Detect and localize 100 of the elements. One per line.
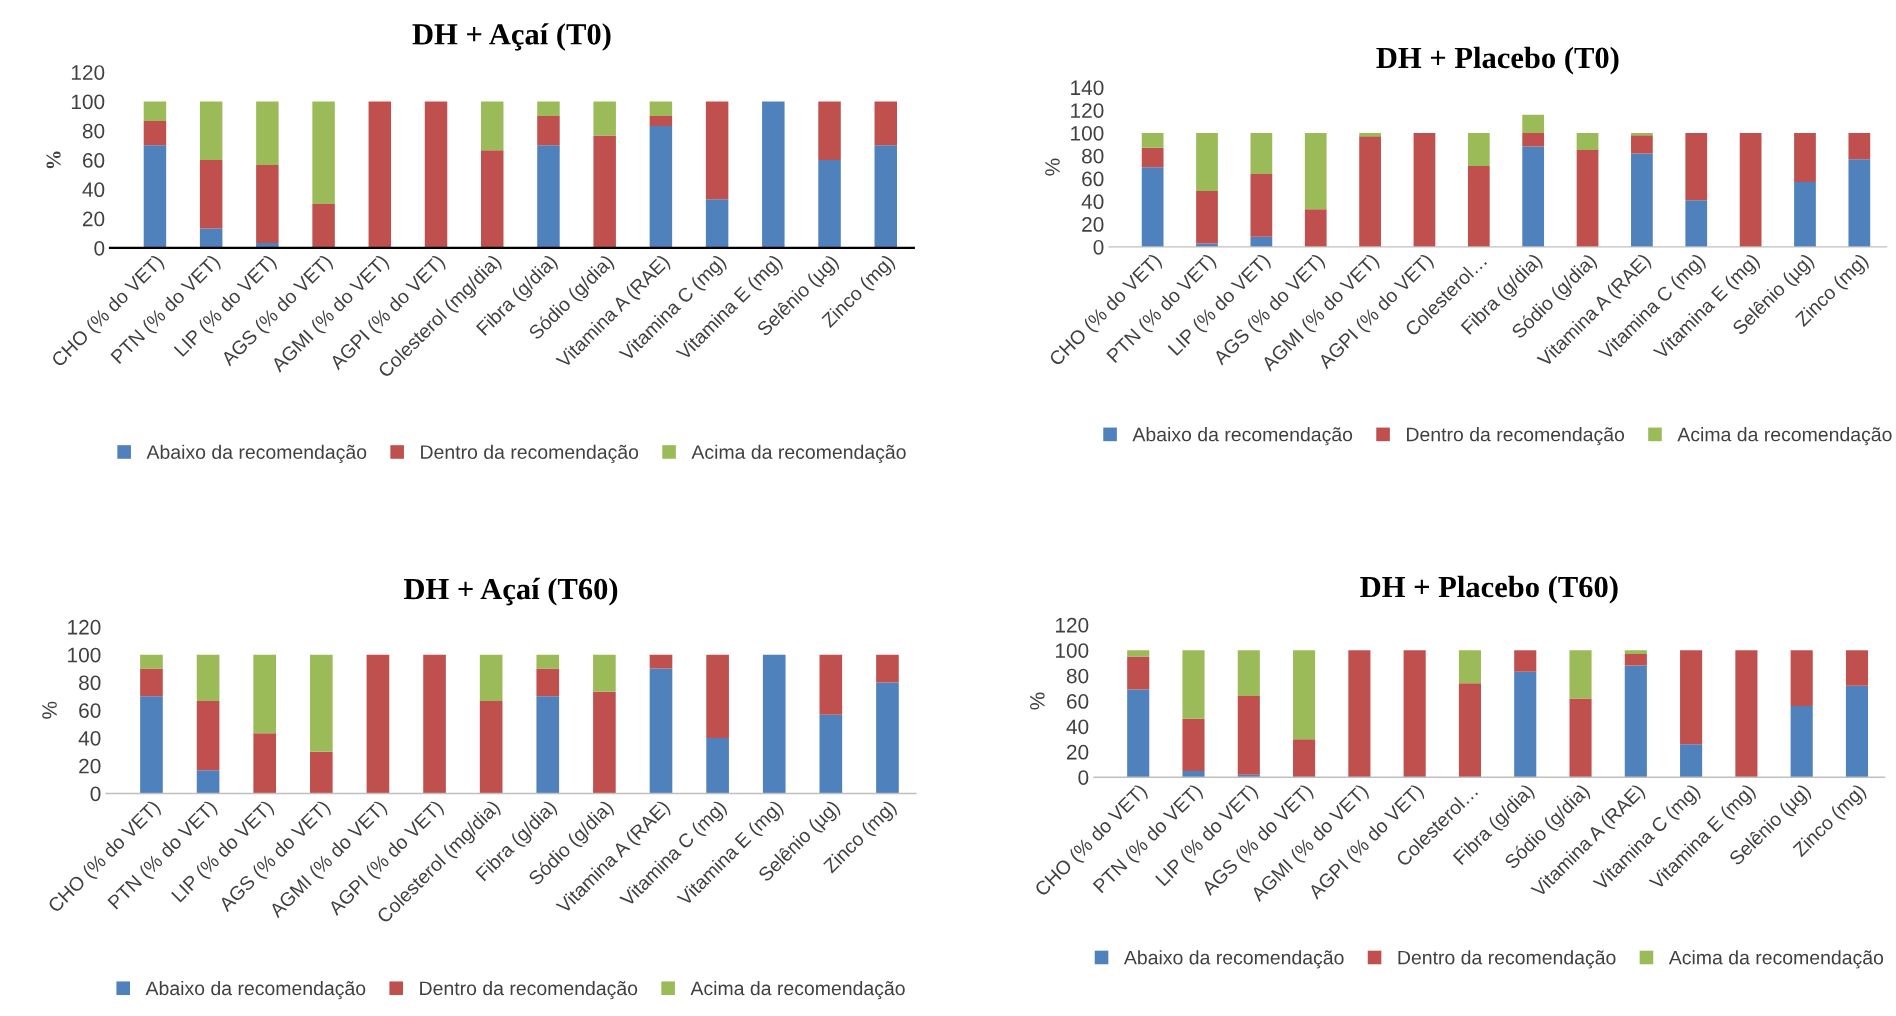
y-tick-label: 20 xyxy=(82,211,105,227)
bar xyxy=(819,654,843,715)
bar xyxy=(1237,695,1260,775)
bar xyxy=(1196,132,1218,192)
chart-title: DH + Placebo (T60) xyxy=(1360,575,1618,604)
bar xyxy=(1685,132,1708,201)
bar xyxy=(649,668,673,794)
bar xyxy=(649,125,673,248)
bar xyxy=(1735,650,1758,778)
bar xyxy=(143,120,167,146)
bar xyxy=(818,101,841,161)
bar xyxy=(876,654,899,683)
y-tick-label: 80 xyxy=(82,123,105,139)
bar xyxy=(1141,147,1164,168)
y-tick-label: 40 xyxy=(78,730,101,746)
bar xyxy=(874,145,898,248)
bar xyxy=(1680,650,1703,745)
bar xyxy=(1739,132,1762,247)
bar xyxy=(1413,132,1436,247)
bar xyxy=(253,654,277,734)
bar xyxy=(593,135,616,248)
bar xyxy=(1293,739,1316,778)
bar xyxy=(705,199,729,248)
y-tick-label: 60 xyxy=(1067,694,1089,709)
bar xyxy=(1250,132,1273,174)
y-tick-label: 120 xyxy=(1055,617,1089,633)
legend-label: Acima da recomendação xyxy=(1668,950,1884,969)
bar xyxy=(1631,135,1653,154)
bar xyxy=(1237,650,1260,696)
bar xyxy=(1569,698,1592,778)
bar xyxy=(143,145,167,248)
y-tick-label: 40 xyxy=(1066,719,1089,735)
bar xyxy=(1403,650,1426,778)
y-tick-label: 100 xyxy=(71,94,105,110)
legend-label: Dentro da recomendação xyxy=(421,444,639,463)
y-tick-label: 80 xyxy=(1082,148,1104,164)
bar xyxy=(1141,132,1164,148)
bar xyxy=(1458,683,1482,778)
legend-label: Abaixo da recomendação xyxy=(1132,427,1353,446)
bar xyxy=(1576,132,1599,151)
bar xyxy=(876,682,899,794)
y-tick-label: 60 xyxy=(82,153,105,168)
y-axis-title: % xyxy=(46,151,61,169)
y-tick-label: 60 xyxy=(79,703,101,718)
bar xyxy=(1685,200,1708,247)
bar xyxy=(309,751,333,794)
bar xyxy=(1845,685,1869,778)
bar xyxy=(593,654,616,692)
bar xyxy=(199,101,223,161)
y-tick-label: 120 xyxy=(68,619,101,635)
bar xyxy=(368,101,392,248)
bar xyxy=(1127,656,1150,690)
chart-title: DH + Açaí (T60) xyxy=(403,577,618,606)
bar xyxy=(481,150,504,248)
bar xyxy=(479,654,503,701)
legend-label: Acima da recomendação xyxy=(691,444,906,463)
bar xyxy=(537,116,560,146)
y-axis-title: % xyxy=(1045,158,1060,176)
y-tick-label: 0 xyxy=(94,240,105,256)
bar xyxy=(143,101,167,121)
chart-title: DH + Açaí (T0) xyxy=(412,23,611,51)
y-tick-label: 120 xyxy=(71,65,105,80)
bar xyxy=(312,203,335,248)
bar xyxy=(1794,181,1816,247)
bar xyxy=(309,654,333,752)
y-axis-title: % xyxy=(42,701,57,719)
bar xyxy=(1624,650,1647,655)
legend-label: Dentro da recomendação xyxy=(420,980,638,1000)
bar xyxy=(706,737,729,794)
bar xyxy=(1790,650,1813,707)
bar xyxy=(1569,650,1592,699)
bar xyxy=(140,696,163,794)
bar xyxy=(1182,718,1205,771)
bar xyxy=(762,654,786,794)
bar xyxy=(1182,770,1205,778)
y-tick-label: 140 xyxy=(1071,80,1104,96)
legend-label: Abaixo da recomendação xyxy=(1123,950,1344,969)
bar xyxy=(1848,159,1871,247)
bar xyxy=(199,160,223,229)
y-tick-label: 100 xyxy=(1071,125,1104,141)
bar xyxy=(1304,132,1327,210)
bar xyxy=(1522,146,1545,247)
bar xyxy=(1127,650,1150,657)
bar xyxy=(196,700,220,771)
bar xyxy=(1514,671,1537,778)
bar xyxy=(1467,165,1490,247)
bar xyxy=(256,165,279,244)
y-axis-title: % xyxy=(1030,692,1045,710)
legend-label: Abaixo da recomendação xyxy=(146,444,367,463)
legend-label: Acima da recomendação xyxy=(690,980,905,1000)
bar xyxy=(479,700,503,794)
bar xyxy=(537,101,560,117)
bar xyxy=(705,101,729,200)
bar xyxy=(256,101,279,165)
y-tick-label: 80 xyxy=(79,675,101,691)
bar xyxy=(312,101,335,204)
y-tick-label: 0 xyxy=(1078,770,1089,785)
legend-label: Dentro da recomendação xyxy=(1398,950,1616,969)
bar xyxy=(1348,650,1371,778)
bar xyxy=(536,696,560,794)
